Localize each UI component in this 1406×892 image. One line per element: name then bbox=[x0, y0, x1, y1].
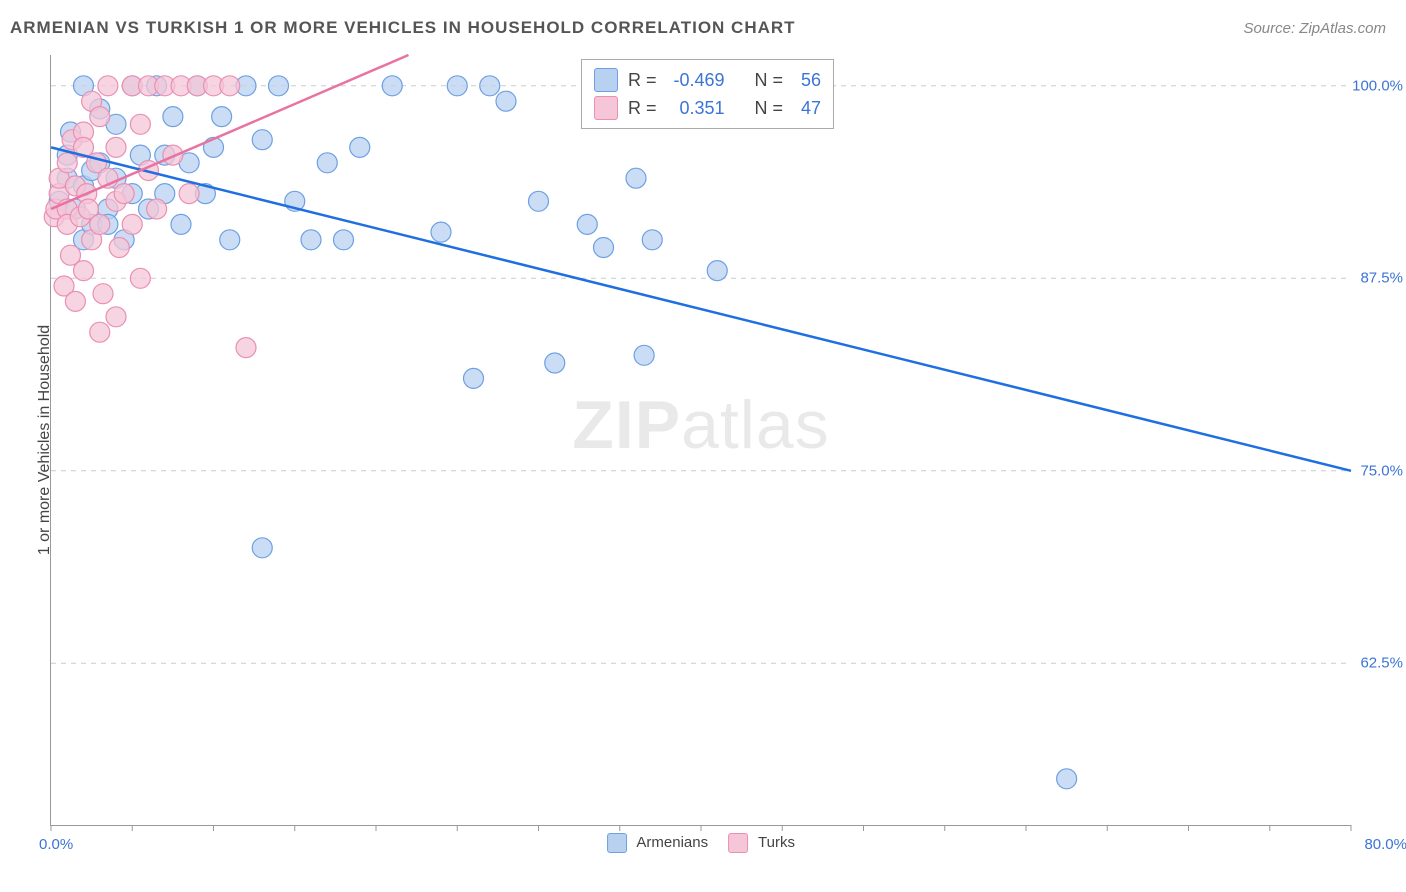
legend-swatch-turks bbox=[728, 833, 748, 853]
r-value-turks: 0.351 bbox=[667, 98, 725, 119]
chart-container: ARMENIAN VS TURKISH 1 OR MORE VEHICLES I… bbox=[0, 0, 1406, 892]
stats-swatch-armenians bbox=[594, 68, 618, 92]
y-tick-label: 62.5% bbox=[1360, 655, 1403, 672]
x-axis-min-label: 0.0% bbox=[39, 836, 73, 853]
y-tick-label: 75.0% bbox=[1360, 462, 1403, 479]
stats-row-turks: R = 0.351 N = 47 bbox=[594, 94, 821, 122]
plot-area: 1 or more Vehicles in Household ZIPatlas… bbox=[50, 55, 1351, 826]
n-value-armenians: 56 bbox=[793, 70, 821, 91]
n-value-turks: 47 bbox=[793, 98, 821, 119]
legend-item-armenians: Armenians bbox=[607, 833, 708, 853]
stats-swatch-turks bbox=[594, 96, 618, 120]
chart-title: ARMENIAN VS TURKISH 1 OR MORE VEHICLES I… bbox=[10, 18, 796, 38]
legend-label-turks: Turks bbox=[758, 834, 795, 851]
source-label: Source: ZipAtlas.com bbox=[1243, 20, 1386, 37]
bottom-legend: Armenians Turks bbox=[607, 833, 795, 853]
stats-row-armenians: R = -0.469 N = 56 bbox=[594, 66, 821, 94]
y-tick-label: 100.0% bbox=[1352, 77, 1403, 94]
legend-label-armenians: Armenians bbox=[636, 834, 708, 851]
r-label: R = bbox=[628, 98, 657, 119]
x-axis-max-label: 80.0% bbox=[1364, 836, 1406, 853]
n-label: N = bbox=[755, 70, 784, 91]
legend-swatch-armenians bbox=[607, 833, 627, 853]
r-label: R = bbox=[628, 70, 657, 91]
stats-legend-box: R = -0.469 N = 56 R = 0.351 N = 47 bbox=[581, 59, 834, 129]
legend-item-turks: Turks bbox=[728, 833, 795, 853]
plot-svg bbox=[51, 55, 1351, 825]
y-tick-label: 87.5% bbox=[1360, 270, 1403, 287]
r-value-armenians: -0.469 bbox=[667, 70, 725, 91]
n-label: N = bbox=[755, 98, 784, 119]
